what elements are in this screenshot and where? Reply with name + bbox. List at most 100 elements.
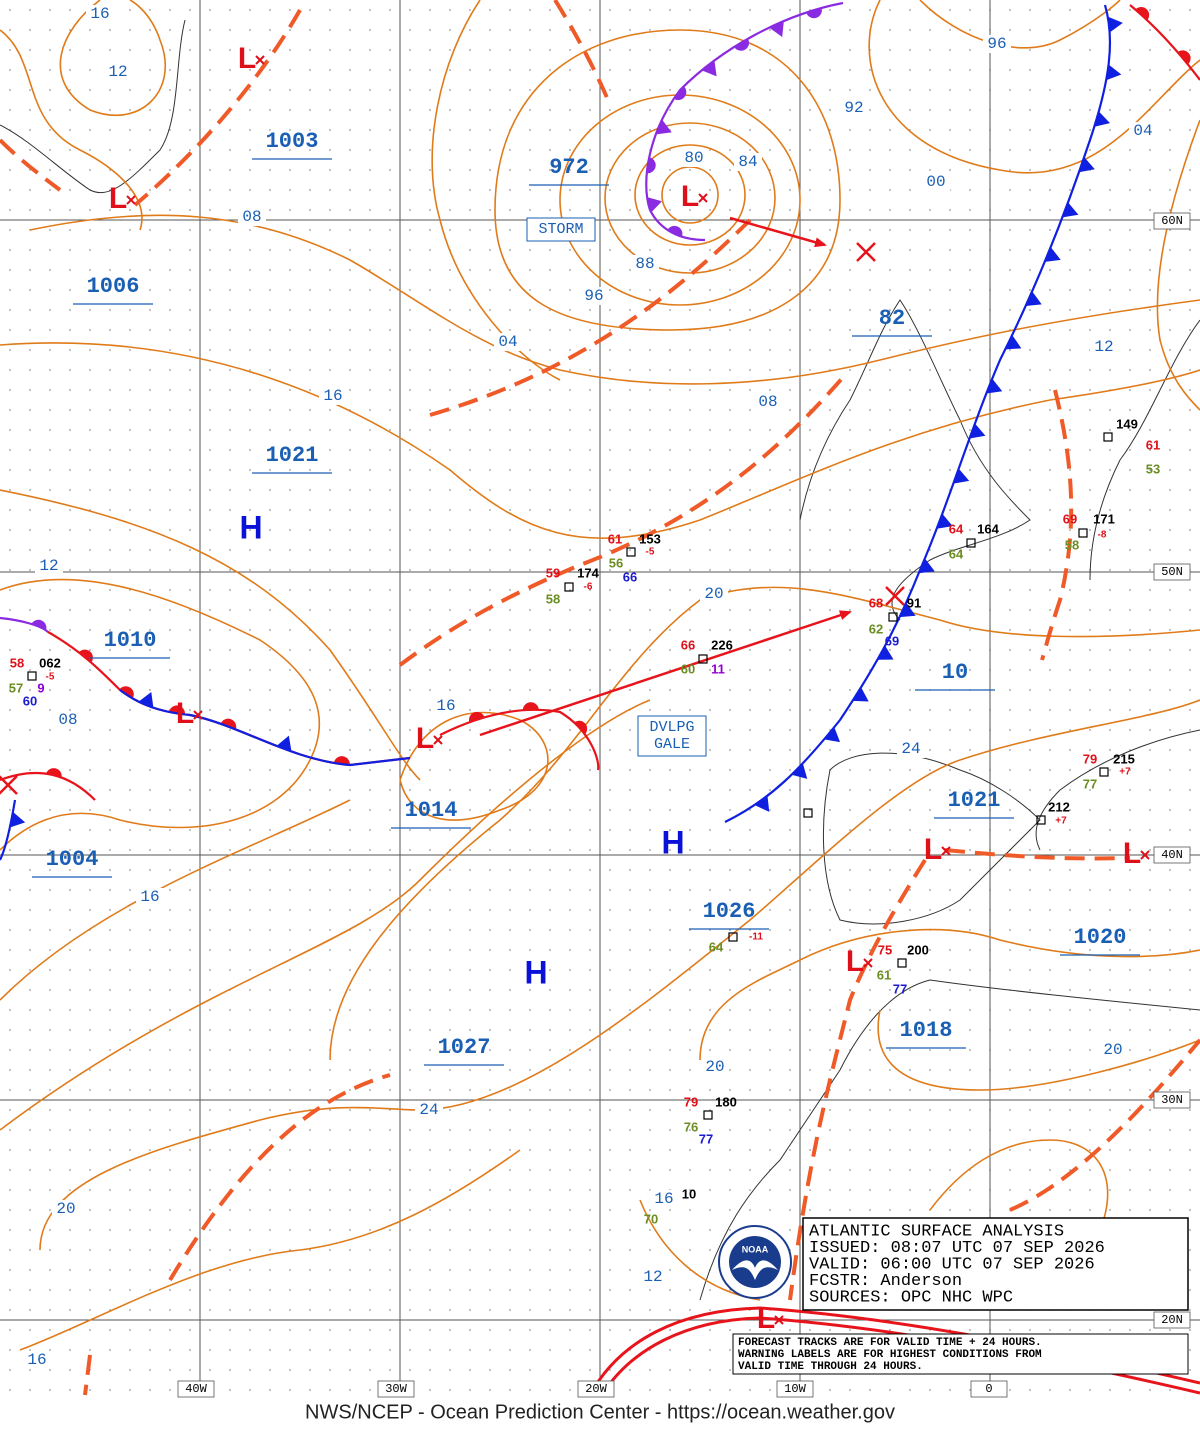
warning-label: STORM	[538, 221, 583, 238]
front-triangle	[953, 468, 970, 484]
motion-arrow	[479, 610, 852, 737]
front-triangle	[1005, 335, 1022, 350]
station-value: 66	[623, 569, 637, 584]
info-box	[802, 1217, 1189, 1311]
isobar-label: 12	[39, 557, 58, 575]
station-value: 77	[699, 1131, 713, 1146]
station-symbol	[626, 547, 636, 557]
pressure-center: 1027	[438, 1035, 491, 1060]
isobar-label-bg	[415, 1101, 443, 1119]
grid-label-box	[1153, 1311, 1191, 1329]
station-symbol	[1078, 528, 1088, 538]
isobar-label-bg	[136, 888, 164, 906]
front-semicircle	[119, 686, 134, 699]
low-x	[126, 195, 136, 205]
isobar-label: 20	[704, 585, 723, 603]
isobar	[0, 489, 421, 781]
isobar-label-bg	[983, 35, 1011, 53]
isobar	[59, 0, 166, 116]
front-triangle	[918, 558, 935, 574]
grid-label-box	[577, 1380, 615, 1398]
front-triangle	[138, 692, 154, 708]
grid-label-box	[776, 1380, 814, 1398]
front-triangle	[655, 119, 672, 135]
low-center: L	[681, 180, 699, 213]
isobar-label-bg	[897, 740, 925, 758]
station-value: 171	[1093, 511, 1115, 526]
isobar-label-bg	[52, 1200, 80, 1218]
isobar-label: 20	[705, 1058, 724, 1076]
grid-label-box	[377, 1380, 415, 1398]
high-center: H	[239, 509, 262, 545]
low-x	[698, 193, 708, 203]
grid-label: 30W	[385, 1382, 407, 1396]
station-value: 79	[684, 1094, 698, 1109]
station-symbol	[803, 808, 813, 818]
station-value: 180	[715, 1094, 737, 1109]
front-triangle	[936, 513, 953, 529]
station-value: 53	[1146, 461, 1160, 476]
station-value: -8	[1098, 530, 1107, 541]
station-value: 062	[39, 655, 61, 670]
low-center: L	[238, 42, 256, 75]
grid-label: 50N	[1161, 565, 1183, 579]
station-symbol	[27, 671, 37, 681]
isobar-label: 96	[584, 287, 603, 305]
grid-label: 20W	[585, 1382, 607, 1396]
isobar-label: 16	[27, 1351, 46, 1369]
front-triangle	[1025, 291, 1042, 306]
station-value: -5	[46, 672, 55, 683]
station-symbol	[1103, 432, 1113, 442]
isobar-label-bg	[631, 255, 659, 273]
trough	[1040, 389, 1074, 661]
grid-label: 60N	[1161, 214, 1183, 228]
isobar-label-bg	[432, 697, 460, 715]
isobar-label-bg	[35, 557, 63, 575]
front-triangle	[9, 811, 26, 828]
isobar-label-bg	[754, 393, 782, 411]
forecast-note-line: FORECAST TRACKS ARE FOR VALID TIME + 24 …	[738, 1337, 1042, 1349]
station-value: 149	[1116, 416, 1138, 431]
station-value: 200	[907, 942, 929, 957]
grid-label: 40N	[1161, 848, 1183, 862]
station-value: 215	[1113, 751, 1135, 766]
low-x	[774, 1315, 784, 1325]
isobar-label: 04	[498, 333, 517, 351]
front-semicircle	[1135, 6, 1150, 21]
trough	[0, 138, 62, 192]
station-symbol	[897, 958, 907, 968]
station-symbol	[1099, 767, 1109, 777]
isobar	[329, 586, 1200, 1061]
noaa-gull	[732, 1260, 778, 1280]
station-value: 76	[684, 1119, 698, 1134]
isobar-label-bg	[23, 1351, 51, 1369]
isobar	[39, 699, 1200, 1251]
station-value: 57	[9, 680, 23, 695]
pressure-center: 1014	[405, 798, 458, 823]
isobar-label: 08	[58, 711, 77, 729]
isobar	[1156, 119, 1200, 411]
low-center: L	[846, 945, 864, 978]
front-triangle	[899, 602, 916, 618]
coastline	[1035, 729, 1200, 851]
front-semicircle	[220, 718, 237, 730]
forecast-position	[0, 775, 18, 795]
station-value: 153	[639, 531, 661, 546]
isobar-label: 16	[654, 1190, 673, 1208]
station-value: 70	[644, 1211, 658, 1226]
isobar	[661, 166, 719, 224]
station-symbol	[888, 612, 898, 622]
isobar-label: 12	[1094, 338, 1113, 356]
station-value: 59	[546, 565, 560, 580]
low-x	[941, 846, 951, 856]
pressure-center: 82	[879, 306, 905, 331]
front-triangle	[1062, 202, 1079, 218]
front-triangle	[1078, 157, 1095, 173]
isobar-label-bg	[494, 333, 522, 351]
station-value: -6	[584, 582, 593, 593]
front-semicircle	[1177, 50, 1191, 65]
coastline	[1089, 319, 1200, 581]
